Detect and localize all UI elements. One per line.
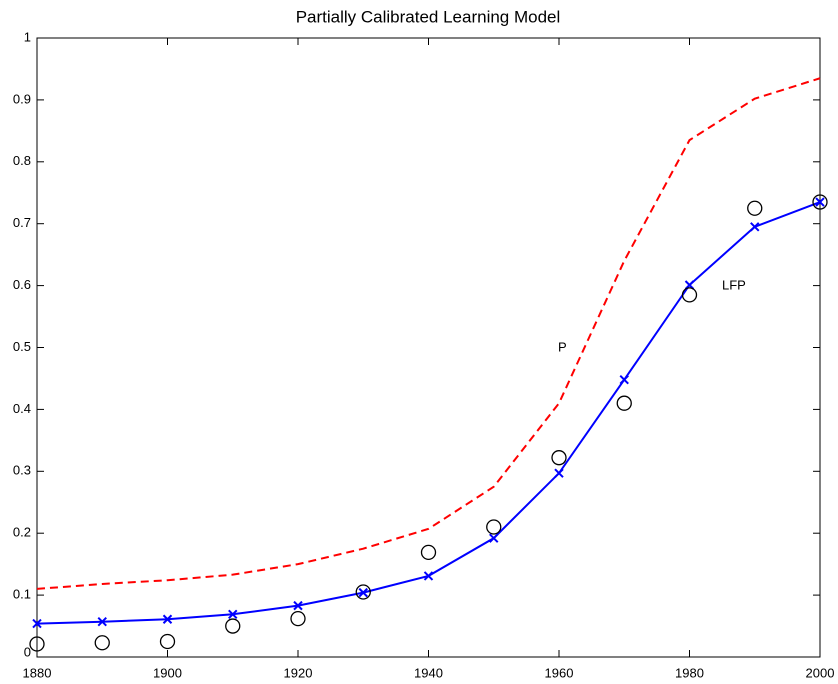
x-tick-label: 1880 (23, 665, 52, 680)
circle-marker (355, 584, 371, 600)
x-marker (619, 374, 629, 385)
annotation: LFP (722, 277, 746, 292)
x-marker (32, 618, 42, 629)
circle-marker (812, 194, 828, 210)
x-marker (162, 614, 173, 624)
circle-marker (551, 450, 567, 466)
x-marker (358, 587, 368, 598)
circle-marker (159, 633, 176, 650)
x-marker (684, 280, 695, 290)
circle-marker (747, 200, 763, 216)
annotation: P (558, 339, 567, 354)
x-tick-label: 1900 (153, 665, 182, 680)
x-tick-label: 1960 (545, 665, 574, 680)
x-marker (97, 617, 107, 627)
y-tick-label: 1 (24, 29, 31, 44)
circle-marker (681, 287, 698, 303)
circle-marker (486, 519, 502, 535)
y-tick-label: 0.2 (13, 525, 31, 540)
x-marker (423, 571, 434, 581)
x-marker (750, 222, 760, 232)
circle-marker (29, 636, 45, 652)
chart-title: Partially Calibrated Learning Model (296, 7, 561, 26)
y-tick-label: 0.8 (13, 153, 31, 168)
circle-marker (94, 635, 110, 651)
circle-marker (420, 544, 437, 561)
x-tick-label: 2000 (806, 665, 835, 680)
y-tick-label: 0.5 (13, 339, 31, 354)
y-tick-label: 0.6 (13, 277, 31, 292)
y-tick-label: 0 (24, 644, 31, 659)
y-tick-label: 0.9 (13, 91, 31, 106)
circle-marker (290, 610, 306, 627)
x-marker (554, 468, 564, 478)
x-marker (293, 600, 303, 611)
x-marker (815, 197, 825, 207)
series-line (36, 77, 821, 590)
x-tick-label: 1980 (675, 665, 704, 680)
circle-marker (616, 395, 632, 411)
x-marker (489, 533, 499, 543)
x-tick-label: 1920 (284, 665, 313, 680)
y-tick-label: 0.7 (13, 215, 31, 230)
y-tick-label: 0.4 (13, 401, 31, 416)
y-tick-label: 0.3 (13, 463, 31, 478)
x-tick-label: 1940 (414, 665, 443, 680)
y-tick-label: 0.1 (13, 587, 31, 602)
circle-marker (225, 618, 241, 634)
x-marker (228, 609, 238, 619)
